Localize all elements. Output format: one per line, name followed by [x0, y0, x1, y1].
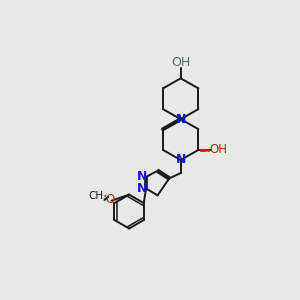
Text: N: N — [176, 113, 186, 126]
Text: CH₃: CH₃ — [89, 191, 108, 201]
Text: N: N — [137, 170, 147, 183]
Text: N: N — [137, 182, 147, 195]
Text: N: N — [176, 113, 186, 126]
Text: O: O — [105, 193, 115, 206]
Text: N: N — [176, 154, 186, 166]
Text: OH: OH — [209, 143, 227, 157]
Text: OH: OH — [171, 56, 190, 69]
